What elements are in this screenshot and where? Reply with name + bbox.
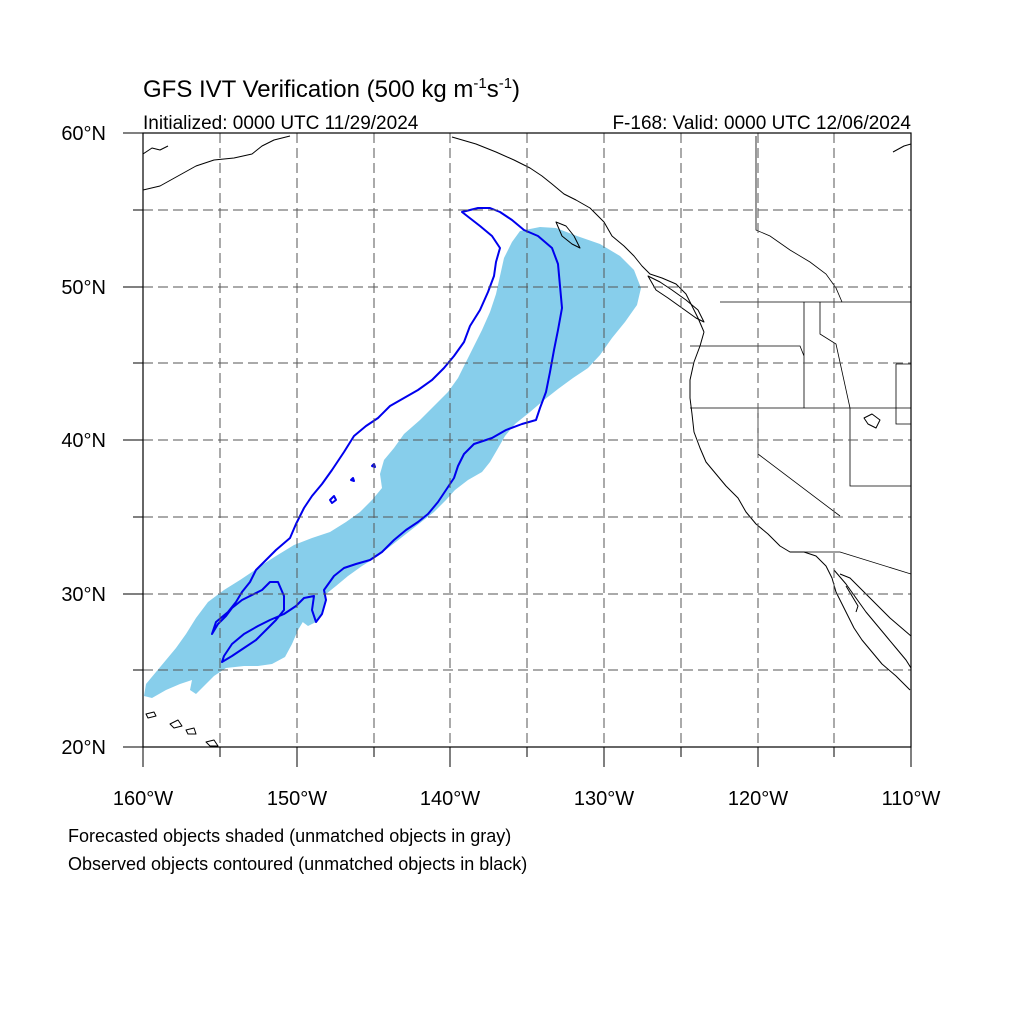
lat-label-30: 30°N [61,584,106,606]
hawaii-islands [145,711,219,747]
state-borders [690,302,911,575]
lat-label-60: 60°N [61,123,106,145]
northeast-coast-fragment [892,143,911,153]
axis-ticks [123,132,912,767]
forecast-objects [144,227,641,698]
observed-note: Observed objects contoured (unmatched ob… [68,854,527,874]
valid-time-label: F-168: Valid: 0000 UTC 12/06/2024 [612,113,911,134]
lat-label-50: 50°N [61,277,106,299]
alaska-coast [143,135,291,191]
canada-province-border [755,136,843,303]
lat-label-40: 40°N [61,430,106,452]
lon-label-110w: 110°W [882,788,941,810]
vancouver-island [647,275,705,323]
map-panel: 20°N 30°N 40°N 50°N 60°N 160°W 150°W 140… [61,123,940,810]
gridlines [143,133,911,747]
observed-object-fragment-a [329,495,337,504]
lon-label-120w: 120°W [728,788,788,810]
init-time-label: Initialized: 0000 UTC 11/29/2024 [143,113,419,134]
lon-label-160w: 160°W [113,788,173,810]
observed-object-main [211,207,563,663]
coastlines [143,135,911,747]
lon-label-150w: 150°W [267,788,327,810]
observed-object-fragment-b [350,477,355,482]
haida-gwaii [555,221,581,249]
us-west-coast [689,331,911,691]
great-salt-lake [863,413,881,429]
forecast-object-main [144,227,641,698]
lon-label-130w: 130°W [574,788,634,810]
latitude-labels: 20°N 30°N 40°N 50°N 60°N [61,123,106,759]
baja-california [833,569,911,669]
gulf-of-california [839,573,911,637]
lat-label-20: 20°N [61,737,106,759]
chart-title: GFS IVT Verification (500 kg m-1s-1) [143,75,520,103]
lon-label-140w: 140°W [420,788,480,810]
forecast-note: Forecasted objects shaded (unmatched obj… [68,826,511,846]
longitude-labels: 160°W 150°W 140°W 130°W 120°W 110°W [113,788,941,810]
